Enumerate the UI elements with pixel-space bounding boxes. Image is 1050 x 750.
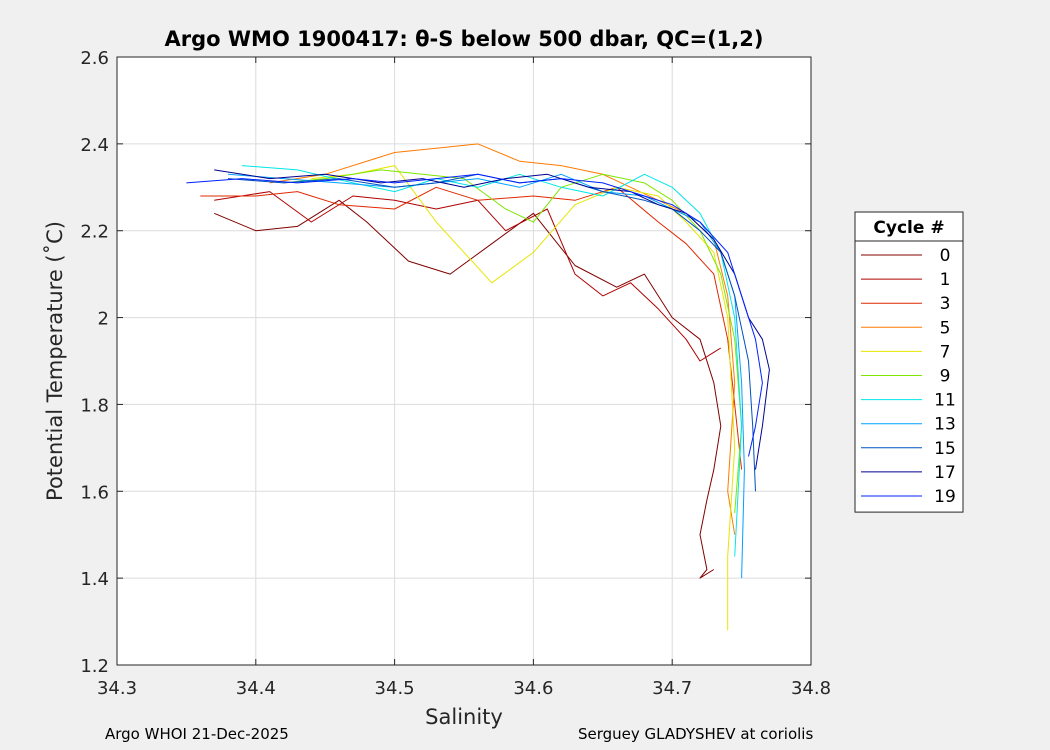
legend-label-cycle-0: 0	[940, 246, 951, 266]
x-axis-label: Salinity	[425, 705, 503, 729]
series-line-cycle-3	[200, 186, 743, 470]
legend-label-cycle-17: 17	[934, 463, 956, 483]
legend-label-cycle-7: 7	[940, 342, 951, 362]
chart-title: Argo WMO 1900417: θ-S below 500 dbar, QC…	[165, 27, 764, 51]
series-line-cycle-7	[311, 165, 736, 631]
y-tick-label: 1.2	[80, 656, 109, 677]
axes-box	[116, 56, 812, 666]
y-tick-label: 1.8	[80, 395, 109, 416]
legend-title: Cycle #	[873, 218, 944, 238]
y-tick-label: 2	[98, 309, 109, 330]
y-tick-label: 1.6	[80, 482, 109, 503]
grid	[117, 57, 811, 665]
x-tick-label: 34.5	[375, 678, 415, 699]
legend-box	[854, 211, 964, 513]
series-line-cycle-15	[227, 173, 756, 492]
series-line-cycle-19	[186, 173, 763, 457]
y-tick-label: 2.6	[80, 48, 109, 69]
y-tick-label: 2.4	[80, 135, 109, 156]
legend-label-cycle-5: 5	[940, 318, 951, 338]
series-line-cycle-11	[241, 165, 743, 557]
y-tick-label: 1.4	[80, 569, 109, 590]
footer-left: Argo WHOI 21-Dec-2025	[105, 725, 289, 743]
legend-label-cycle-11: 11	[934, 391, 956, 411]
legend-label-cycle-19: 19	[934, 487, 956, 507]
y-tick-label: 2.2	[80, 222, 109, 243]
ticks: 34.3 34.4 34.5 34.6 34.7 34.8 1.2 1.4 1.6 1.8 2 2.2…	[80, 48, 831, 699]
x-tick-label: 34.7	[652, 678, 692, 699]
plot-area	[117, 57, 811, 665]
y-axis-label: Potential Temperature (˚C)	[43, 221, 67, 501]
legend-label-cycle-1: 1	[940, 270, 951, 290]
legend-label-cycle-13: 13	[934, 415, 956, 435]
x-tick-label: 34.8	[791, 678, 831, 699]
x-tick-label: 34.4	[236, 678, 276, 699]
legend-label-cycle-9: 9	[940, 367, 951, 387]
legend-label-cycle-15: 15	[934, 439, 956, 459]
legend-label-cycle-3: 3	[940, 294, 951, 314]
series-line-cycle-0	[214, 199, 722, 579]
series-layer	[186, 143, 770, 631]
x-tick-label: 34.6	[513, 678, 553, 699]
x-tick-label: 34.3	[97, 678, 137, 699]
series-line-cycle-5	[269, 143, 736, 535]
footer-right: Serguey GLADYSHEV at coriolis	[578, 725, 814, 743]
